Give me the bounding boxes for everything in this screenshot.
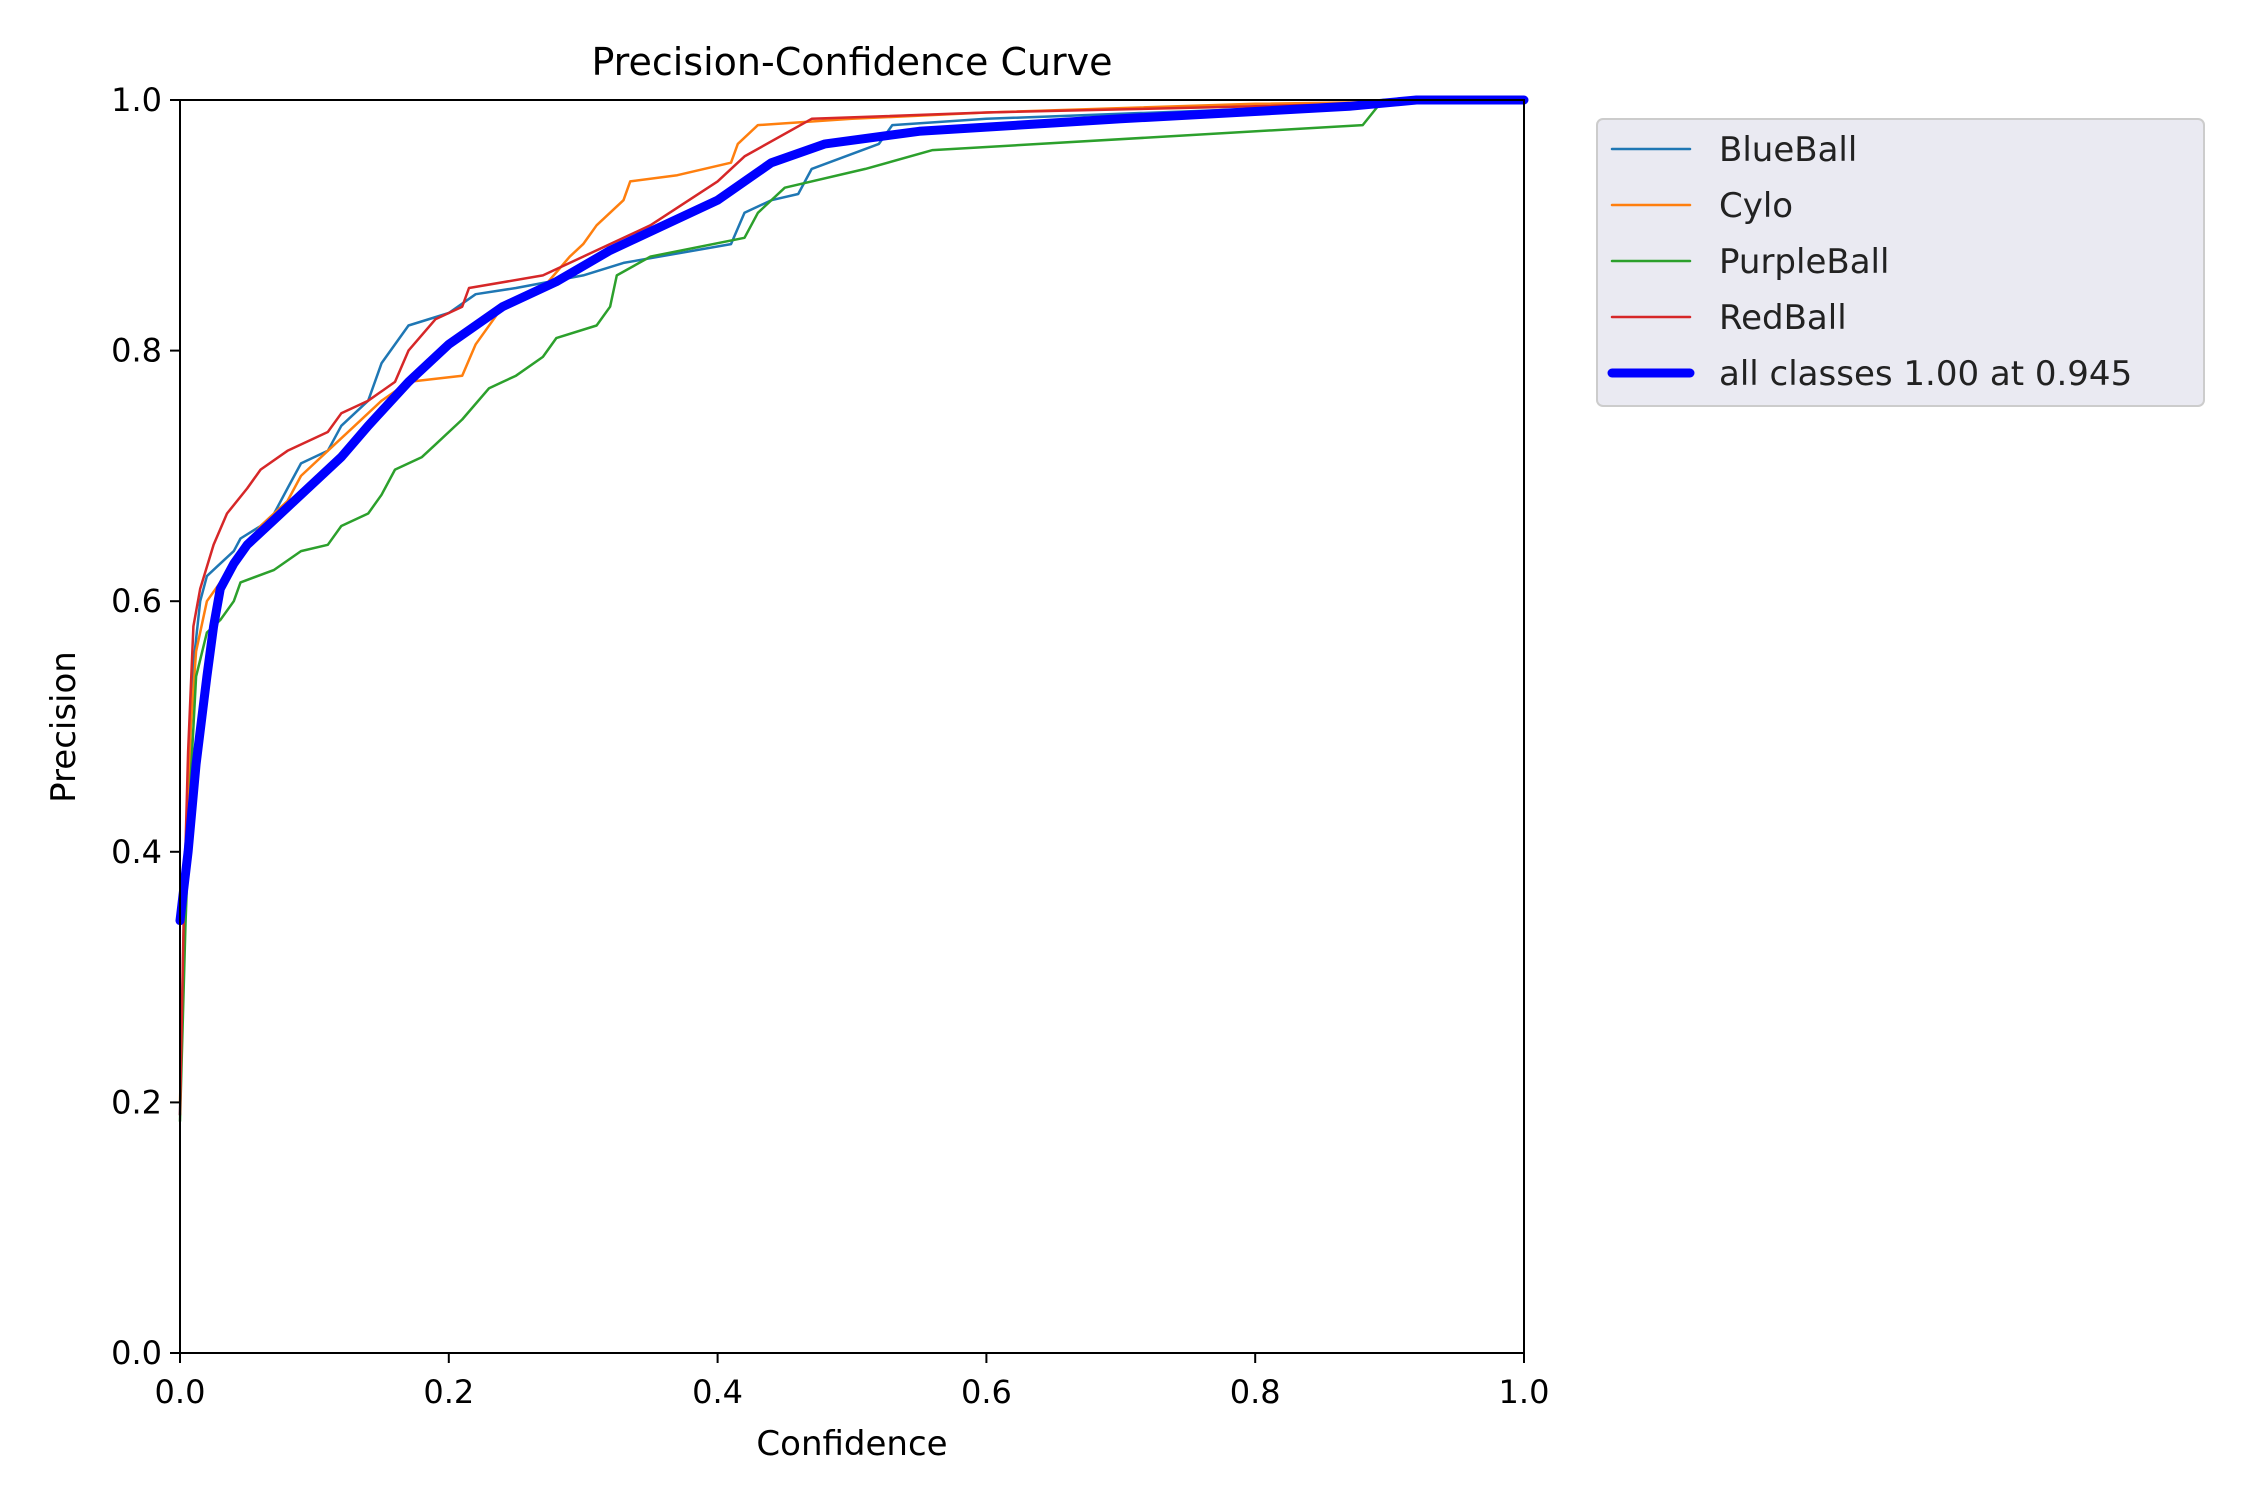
x-tick-label: 0.8 [1230,1373,1281,1411]
legend-label: RedBall [1719,298,1847,338]
y-tick-label: 0.4 [111,833,162,871]
chart-title: Precision-Confidence Curve [591,40,1112,84]
series-line-redball [178,98,1526,1117]
y-tick-label: 0.8 [111,332,162,370]
legend-box [1596,118,2205,407]
x-axis-label: Confidence [756,1424,947,1464]
x-tick-label: 0.6 [961,1373,1012,1411]
y-tick-label: 0.2 [111,1083,162,1121]
y-tick-label: 1.0 [111,81,162,119]
y-axis-ticks: 0.0 0.2 0.4 0.6 0.8 1.0 [111,81,180,1372]
legend-label: BlueBall [1719,130,1857,170]
series-line-all-classes-1-00-at-0-945 [175,95,1529,926]
x-tick-label: 0.2 [423,1373,474,1411]
x-tick-label: 1.0 [1499,1373,1550,1411]
y-tick-label: 0.0 [111,1334,162,1372]
x-tick-label: 0.4 [692,1373,743,1411]
legend: BlueBall Cylo PurpleBall RedBall all classes… [1596,118,2205,407]
x-axis-ticks: 0.0 0.2 0.4 0.6 0.8 1.0 [155,1353,1550,1411]
plot-frame [179,99,1525,1354]
y-axis-label: Precision [44,651,84,803]
legend-label: Cylo [1719,186,1793,226]
series-line-blueball [178,98,1526,1117]
legend-label: PurpleBall [1719,242,1889,282]
x-tick-label: 0.0 [155,1373,206,1411]
series-group [175,95,1529,1123]
y-tick-label: 0.6 [111,582,162,620]
legend-label: all classes 1.00 at 0.945 [1719,354,2132,394]
series-line-purpleball [178,98,1526,1123]
